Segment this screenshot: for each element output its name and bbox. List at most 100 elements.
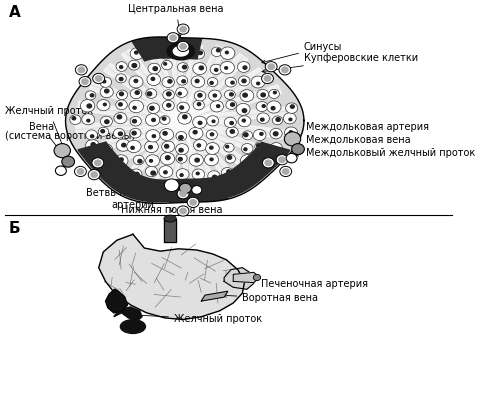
Circle shape [150,106,154,110]
Circle shape [144,180,158,193]
Polygon shape [183,106,293,124]
Polygon shape [170,179,228,202]
Circle shape [215,69,218,71]
Circle shape [150,160,153,162]
Circle shape [104,170,108,174]
Circle shape [118,132,122,136]
Circle shape [210,146,213,149]
Circle shape [242,143,253,154]
Circle shape [146,155,160,167]
Text: Воротная вена: Воротная вена [223,293,318,303]
Circle shape [269,89,279,98]
Circle shape [180,208,186,214]
Circle shape [114,155,128,167]
Circle shape [133,155,144,165]
Circle shape [209,90,221,101]
Circle shape [279,157,285,162]
Circle shape [273,147,276,150]
Circle shape [176,87,187,97]
Circle shape [92,158,104,168]
Polygon shape [164,219,176,242]
Circle shape [165,181,176,190]
Circle shape [78,67,84,72]
Circle shape [284,132,301,146]
Ellipse shape [167,43,195,60]
Text: Синусы: Синусы [262,42,342,63]
Text: Нижняя полая вена: Нижняя полая вена [121,204,223,215]
Circle shape [178,112,192,124]
Circle shape [135,172,139,176]
Circle shape [183,65,187,69]
Circle shape [236,103,250,115]
Polygon shape [201,291,228,301]
Circle shape [243,66,247,69]
Polygon shape [65,37,304,203]
Circle shape [230,122,234,125]
Circle shape [286,153,297,163]
Ellipse shape [173,46,188,56]
Circle shape [259,156,263,158]
Text: Желчный проток: Желчный проток [5,106,93,147]
Circle shape [199,51,202,54]
Circle shape [282,67,288,72]
Circle shape [151,77,155,80]
Circle shape [212,120,215,123]
Circle shape [270,143,282,153]
Circle shape [105,120,109,124]
Circle shape [285,103,298,113]
Circle shape [151,171,156,175]
Circle shape [178,187,182,190]
Circle shape [182,80,186,83]
Circle shape [193,49,205,59]
Circle shape [130,169,142,179]
Circle shape [179,52,183,55]
Polygon shape [180,45,227,122]
Circle shape [177,206,189,216]
Polygon shape [99,234,245,320]
Circle shape [262,158,274,168]
Circle shape [80,100,95,112]
Circle shape [166,156,170,160]
Polygon shape [139,119,187,197]
Circle shape [167,104,171,107]
Circle shape [225,90,235,99]
Circle shape [193,63,207,74]
Circle shape [55,166,66,175]
Circle shape [267,101,281,113]
Circle shape [183,115,187,119]
Circle shape [100,166,112,177]
Circle shape [206,130,218,139]
Circle shape [197,187,201,190]
Circle shape [162,61,172,70]
Circle shape [243,93,248,97]
Polygon shape [180,120,197,196]
Circle shape [178,92,181,95]
Circle shape [149,186,152,188]
Circle shape [164,63,167,65]
Circle shape [217,49,220,52]
Circle shape [54,143,70,158]
Circle shape [256,144,261,147]
Circle shape [179,149,183,152]
Polygon shape [132,38,202,61]
Circle shape [289,131,292,134]
Circle shape [146,114,160,126]
Text: Печеночная артерия: Печеночная артерия [254,276,368,289]
Circle shape [148,63,160,74]
Circle shape [102,80,106,83]
Circle shape [208,78,218,87]
Circle shape [257,113,269,124]
Circle shape [75,65,87,75]
Circle shape [238,61,250,72]
Circle shape [174,47,188,59]
Circle shape [276,118,280,121]
Circle shape [270,128,282,139]
Circle shape [113,128,125,138]
Circle shape [196,172,199,175]
Circle shape [177,189,189,199]
Circle shape [260,132,263,135]
Circle shape [242,131,252,140]
Circle shape [226,51,229,54]
Circle shape [261,93,265,97]
Circle shape [100,116,112,126]
